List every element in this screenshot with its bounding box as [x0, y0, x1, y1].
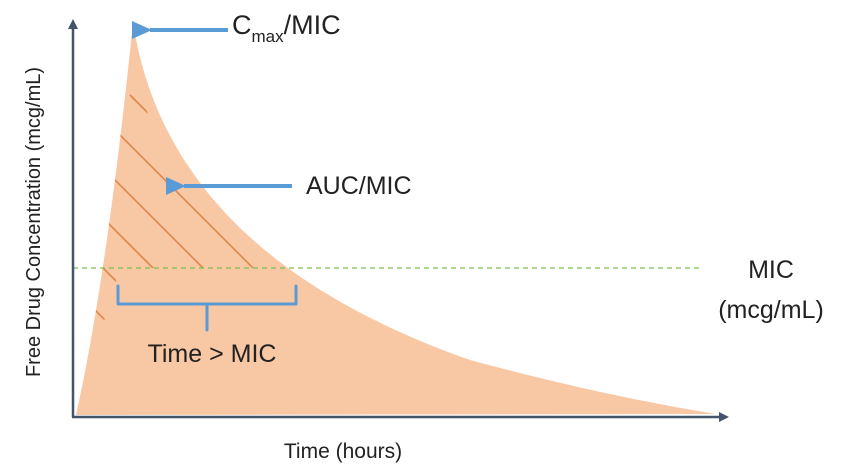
mic-label: MIC	[748, 256, 794, 284]
y-axis-label: Free Drug Concentration (mcg/mL)	[23, 67, 45, 377]
x-axis-label: Time (hours)	[284, 440, 402, 463]
cmax-mic-label: Cmax/MIC	[232, 10, 341, 46]
concentration-curve-area	[76, 22, 716, 415]
time-above-mic-bracket	[116, 284, 298, 332]
auc-mic-label: AUC/MIC	[306, 172, 412, 200]
time-above-mic-label: Time > MIC	[148, 340, 277, 368]
mic-units-label: (mcg/mL)	[718, 296, 824, 324]
